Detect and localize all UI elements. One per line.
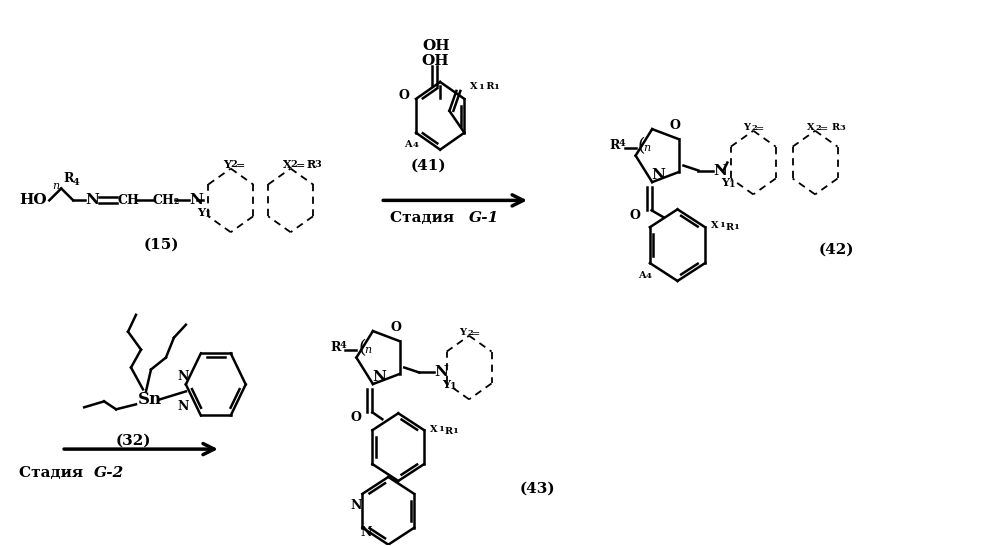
Text: HO: HO <box>19 193 47 207</box>
Text: 1: 1 <box>729 180 736 189</box>
Text: 4: 4 <box>340 341 347 350</box>
Text: (32): (32) <box>116 434 152 448</box>
Text: CH₂: CH₂ <box>153 194 181 207</box>
Text: Y: Y <box>721 177 729 188</box>
Text: n: n <box>643 143 650 153</box>
Text: n: n <box>365 345 372 354</box>
Text: Стадия: Стадия <box>391 211 460 225</box>
Text: =: = <box>756 125 764 134</box>
Text: O: O <box>351 411 362 424</box>
Text: Sn: Sn <box>138 391 162 408</box>
Text: N: N <box>178 370 189 383</box>
Text: N: N <box>351 499 362 512</box>
Text: (41): (41) <box>411 158 446 173</box>
Text: N: N <box>713 163 727 177</box>
Text: 4: 4 <box>618 139 625 148</box>
Text: O: O <box>629 209 640 222</box>
Text: =: = <box>296 162 305 171</box>
Text: Стадия: Стадия <box>19 466 89 480</box>
Text: N: N <box>373 371 387 384</box>
Text: Y: Y <box>443 379 451 390</box>
Text: 1: 1 <box>479 83 484 91</box>
Text: 3: 3 <box>839 124 845 132</box>
Text: 1: 1 <box>494 83 499 91</box>
Text: 4: 4 <box>72 178 79 187</box>
Text: 4: 4 <box>645 272 651 280</box>
Text: 2: 2 <box>291 160 298 169</box>
Text: 3: 3 <box>315 160 322 169</box>
Text: 2: 2 <box>468 329 473 337</box>
Text: O: O <box>669 119 680 132</box>
Text: 2: 2 <box>751 124 757 132</box>
Text: (43): (43) <box>519 482 555 496</box>
Text: 1: 1 <box>719 221 725 229</box>
Text: X: X <box>807 123 815 132</box>
Text: (: ( <box>359 339 366 357</box>
Text: N: N <box>651 169 665 182</box>
Text: 2: 2 <box>231 160 238 169</box>
Text: Y: Y <box>223 159 231 170</box>
Text: Y: Y <box>197 207 205 218</box>
Text: (: ( <box>637 136 645 155</box>
Text: 1: 1 <box>453 427 458 435</box>
Text: O: O <box>399 90 410 103</box>
Text: A: A <box>637 271 645 281</box>
Text: n: n <box>52 181 59 192</box>
Text: R: R <box>307 159 316 170</box>
Text: CH: CH <box>117 194 139 207</box>
Text: N: N <box>85 193 99 207</box>
Text: N: N <box>178 400 189 413</box>
Text: N: N <box>435 365 449 379</box>
Text: 1: 1 <box>439 425 444 433</box>
Text: Y: Y <box>743 123 750 132</box>
Text: =: = <box>473 330 481 339</box>
Text: 1: 1 <box>733 223 739 232</box>
Text: OH: OH <box>423 39 450 53</box>
Text: R: R <box>609 139 620 152</box>
Text: 4: 4 <box>413 141 419 149</box>
Text: R: R <box>831 123 839 132</box>
Text: R: R <box>331 341 341 354</box>
Text: X: X <box>431 425 438 434</box>
Text: G-2: G-2 <box>94 466 125 480</box>
Text: 1: 1 <box>205 210 212 219</box>
Text: R: R <box>725 223 733 232</box>
Text: (15): (15) <box>143 238 179 252</box>
Text: X: X <box>283 159 292 170</box>
Text: X: X <box>711 221 719 230</box>
Text: Y: Y <box>460 328 467 337</box>
Text: O: O <box>391 321 402 334</box>
Text: R: R <box>484 82 495 91</box>
Text: =: = <box>820 125 828 134</box>
Text: R: R <box>445 426 453 436</box>
Text: A: A <box>405 140 412 149</box>
Text: N: N <box>361 526 372 539</box>
Text: N: N <box>189 193 203 207</box>
Text: R: R <box>63 172 74 185</box>
Text: 2: 2 <box>815 124 821 132</box>
Text: (42): (42) <box>819 243 854 257</box>
Text: =: = <box>236 162 245 171</box>
Text: G-1: G-1 <box>470 211 500 225</box>
Text: X: X <box>471 82 478 91</box>
Text: 1: 1 <box>451 382 457 391</box>
Text: OH: OH <box>422 54 449 68</box>
